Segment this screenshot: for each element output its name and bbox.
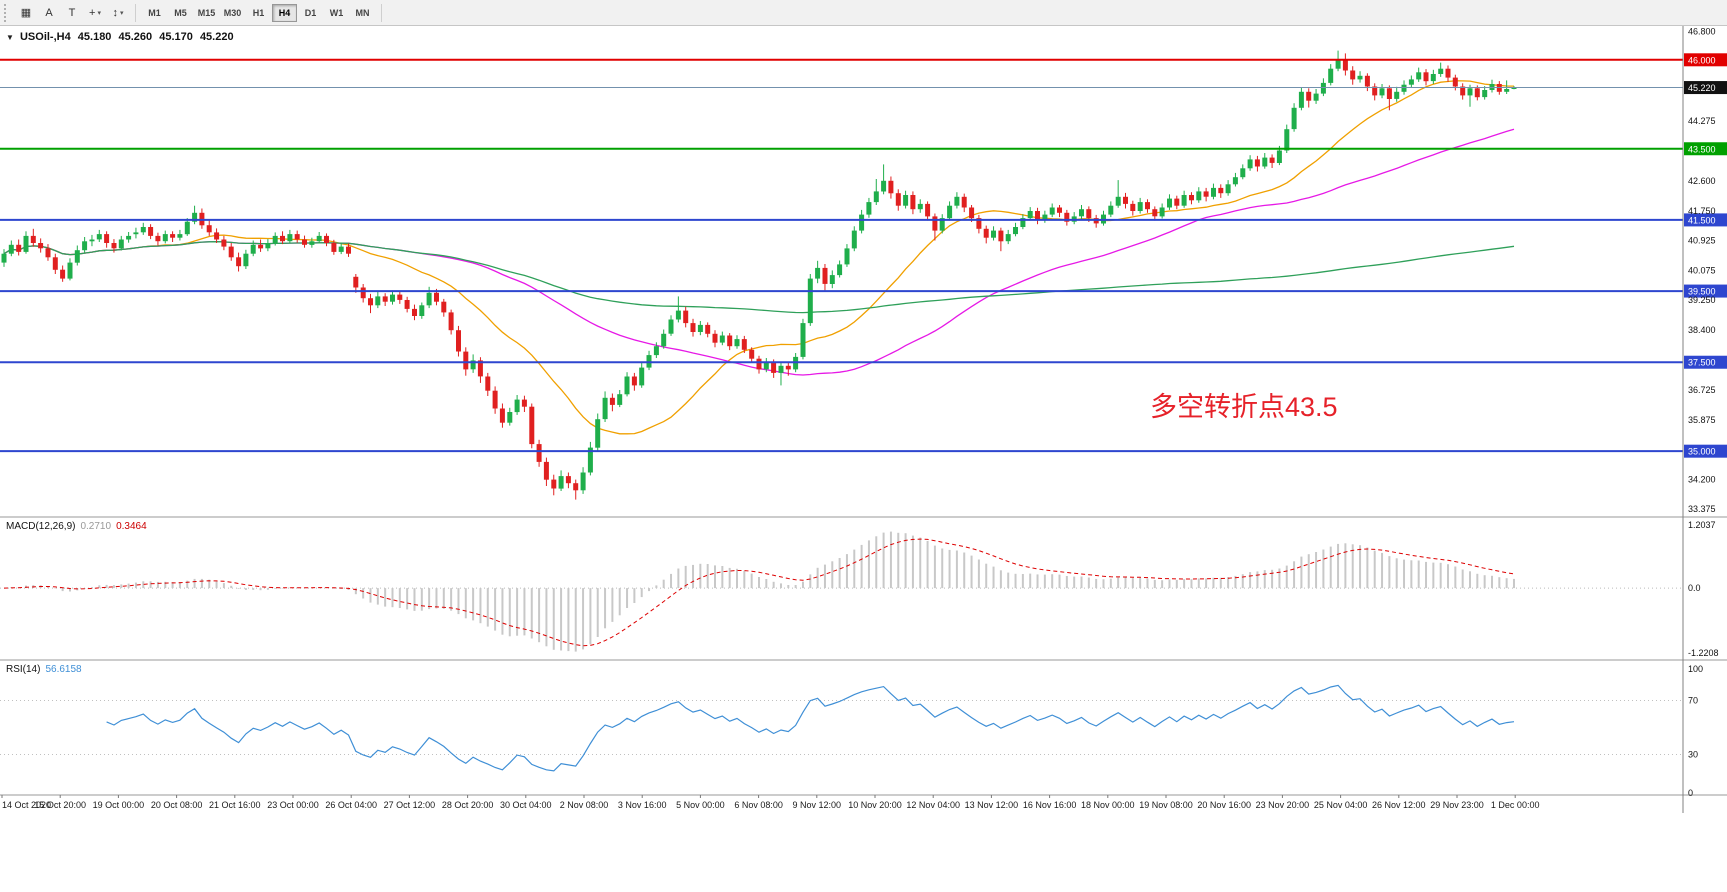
charts-icon-glyph: ▦ <box>20 7 32 19</box>
svg-text:20 Nov 16:00: 20 Nov 16:00 <box>1197 800 1251 810</box>
annotate-a-icon-glyph: A <box>45 6 53 19</box>
symbol-timeframe-label: USOil-,H4 <box>19 31 71 43</box>
toolbar-separator <box>135 3 136 22</box>
svg-text:40.925: 40.925 <box>1688 235 1716 245</box>
svg-text:70: 70 <box>1688 696 1698 706</box>
svg-text:6 Nov 08:00: 6 Nov 08:00 <box>734 800 783 810</box>
text-tool-icon-glyph: T <box>68 6 76 19</box>
svg-text:10 Nov 20:00: 10 Nov 20:00 <box>848 800 902 810</box>
svg-text:39.500: 39.500 <box>1688 287 1716 297</box>
chevron-down-icon: ▾ <box>97 9 101 17</box>
ohlc-open-value: 45.180 <box>77 31 112 43</box>
symbol-ohlc-header: ▼ USOil-,H4 45.180 45.260 45.170 45.220 <box>6 31 238 43</box>
svg-text:13 Nov 12:00: 13 Nov 12:00 <box>965 800 1019 810</box>
svg-text:1 Dec 00:00: 1 Dec 00:00 <box>1491 800 1540 810</box>
svg-text:2 Nov 08:00: 2 Nov 08:00 <box>560 800 609 810</box>
svg-text:1.2037: 1.2037 <box>1688 520 1716 530</box>
ohlc-close-value: 45.220 <box>199 31 234 43</box>
chevron-down-icon: ▾ <box>119 9 124 17</box>
svg-text:29 Nov 23:00: 29 Nov 23:00 <box>1430 800 1484 810</box>
svg-text:43.500: 43.500 <box>1688 144 1716 154</box>
svg-text:19 Nov 08:00: 19 Nov 08:00 <box>1139 800 1193 810</box>
svg-text:23 Oct 00:00: 23 Oct 00:00 <box>267 800 319 810</box>
svg-text:34.200: 34.200 <box>1688 475 1716 485</box>
svg-text:16 Nov 16:00: 16 Nov 16:00 <box>1023 800 1077 810</box>
svg-text:21 Oct 16:00: 21 Oct 16:00 <box>209 800 261 810</box>
svg-text:35.875: 35.875 <box>1688 415 1716 425</box>
chart-canvas[interactable]: 46.000 45.220 43.500 41.500 39.500 37.500 35.0… <box>0 26 1727 892</box>
crosshair-tool-icon[interactable]: + ▾ <box>84 3 106 23</box>
svg-text:40.075: 40.075 <box>1688 266 1716 276</box>
indicators-icon[interactable]: ↕ ▾ <box>107 3 129 23</box>
indicators-icon-glyph: ↕ <box>112 6 118 19</box>
svg-text:27 Oct 12:00: 27 Oct 12:00 <box>384 800 436 810</box>
rsi-indicator-label: RSI(14) 56.6158 <box>6 664 82 675</box>
svg-text:3 Nov 16:00: 3 Nov 16:00 <box>618 800 667 810</box>
svg-text:46.000: 46.000 <box>1688 55 1716 65</box>
svg-text:-1.2208: -1.2208 <box>1688 648 1719 658</box>
timeframe-m5-button[interactable]: M5 <box>168 4 193 22</box>
svg-text:39.250: 39.250 <box>1688 295 1716 305</box>
toolbar-separator <box>381 3 382 22</box>
ohlc-low-value: 45.170 <box>159 31 193 43</box>
time-axis[interactable] <box>0 795 1683 813</box>
crosshair-tool-icon-glyph: + <box>89 6 96 19</box>
svg-text:23 Nov 20:00: 23 Nov 20:00 <box>1256 800 1310 810</box>
timeframe-m1-button[interactable]: M1 <box>142 4 167 22</box>
svg-text:0: 0 <box>1688 788 1693 798</box>
svg-text:26 Oct 04:00: 26 Oct 04:00 <box>325 800 377 810</box>
chart-plot[interactable]: 46.000 45.220 43.500 41.500 39.500 37.500 35.0… <box>0 26 1727 892</box>
svg-text:38.400: 38.400 <box>1688 325 1716 335</box>
chart-symbol-arrow-icon: ▼ <box>6 33 14 42</box>
timeframe-mn-button[interactable]: MN <box>350 4 375 22</box>
charts-icon[interactable]: ▦ <box>15 3 37 23</box>
macd-name: MACD(12,26,9) <box>6 521 76 532</box>
svg-text:26 Nov 12:00: 26 Nov 12:00 <box>1372 800 1426 810</box>
svg-text:30: 30 <box>1688 750 1698 760</box>
ohlc-high-value: 45.260 <box>118 31 153 43</box>
svg-text:0.0: 0.0 <box>1688 583 1701 593</box>
svg-text:44.275: 44.275 <box>1688 116 1716 126</box>
svg-text:9 Nov 12:00: 9 Nov 12:00 <box>793 800 842 810</box>
svg-text:41.750: 41.750 <box>1688 206 1716 216</box>
svg-text:30 Oct 04:00: 30 Oct 04:00 <box>500 800 552 810</box>
toolbar: ▦ A T + ▾ ↕ ▾ M1 M5 M15 M30 H1 H4 D1 W1 … <box>0 0 1727 26</box>
svg-text:41.500: 41.500 <box>1688 215 1716 225</box>
timeframe-m15-button[interactable]: M15 <box>194 4 219 22</box>
svg-text:25 Nov 04:00: 25 Nov 04:00 <box>1314 800 1368 810</box>
macd-indicator-label: MACD(12,26,9) 0.2710 0.3464 <box>6 521 147 532</box>
svg-text:19 Oct 00:00: 19 Oct 00:00 <box>93 800 145 810</box>
svg-text:36.725: 36.725 <box>1688 385 1716 395</box>
annotate-a-icon[interactable]: A <box>38 3 60 23</box>
svg-text:45.220: 45.220 <box>1688 83 1716 93</box>
svg-text:15 Oct 20:00: 15 Oct 20:00 <box>34 800 86 810</box>
rsi-value: 56.6158 <box>45 664 82 675</box>
timeframe-h4-button[interactable]: H4 <box>272 3 297 22</box>
chart-annotation-text[interactable]: 多空转折点43.5 <box>1150 392 1338 422</box>
timeframe-w1-button[interactable]: W1 <box>324 4 349 22</box>
rsi-name: RSI(14) <box>6 664 41 675</box>
svg-text:100: 100 <box>1688 664 1703 674</box>
svg-text:33.375: 33.375 <box>1688 504 1716 514</box>
timeframe-d1-button[interactable]: D1 <box>298 4 323 22</box>
toolbar-drag-handle[interactable] <box>4 3 10 22</box>
svg-text:35.000: 35.000 <box>1688 447 1716 457</box>
svg-text:12 Nov 04:00: 12 Nov 04:00 <box>906 800 960 810</box>
svg-text:14 Oct 2020: 14 Oct 2020 <box>2 800 51 810</box>
macd-main-value: 0.2710 <box>80 521 112 532</box>
svg-text:18 Nov 00:00: 18 Nov 00:00 <box>1081 800 1135 810</box>
text-tool-icon[interactable]: T <box>61 3 83 23</box>
svg-text:37.500: 37.500 <box>1688 358 1716 368</box>
svg-text:20 Oct 08:00: 20 Oct 08:00 <box>151 800 203 810</box>
timeframe-m30-button[interactable]: M30 <box>220 4 245 22</box>
svg-text:28 Oct 20:00: 28 Oct 20:00 <box>442 800 494 810</box>
macd-signal-value: 0.3464 <box>116 521 147 532</box>
svg-text:46.800: 46.800 <box>1688 26 1716 36</box>
svg-text:42.600: 42.600 <box>1688 176 1716 186</box>
price-axis[interactable] <box>1684 26 1727 795</box>
timeframe-h1-button[interactable]: H1 <box>246 4 271 22</box>
svg-text:5 Nov 00:00: 5 Nov 00:00 <box>676 800 725 810</box>
